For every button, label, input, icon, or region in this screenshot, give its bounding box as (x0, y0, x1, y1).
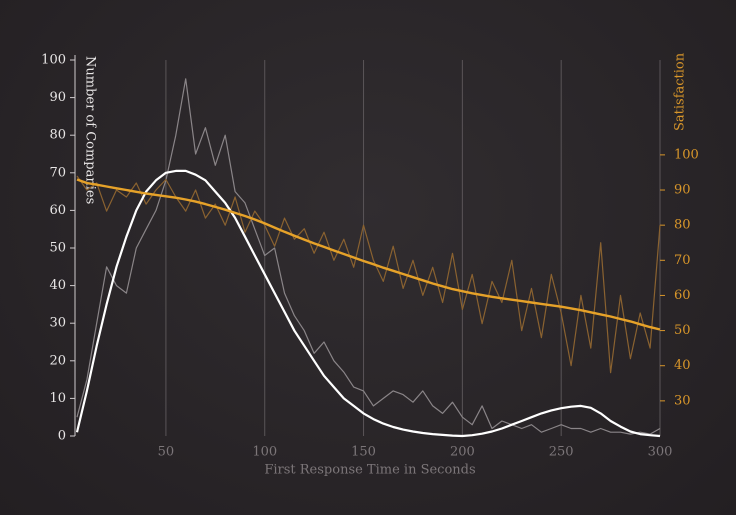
y-tick-label: 100 (41, 53, 66, 68)
x-tick-label: 300 (648, 445, 673, 460)
y-tick-label: 20 (49, 353, 66, 368)
x-tick-label: 250 (549, 445, 574, 460)
y2-tick-label: 100 (674, 147, 699, 162)
x-tick-label: 150 (351, 445, 376, 460)
x-tick-label: 50 (158, 445, 175, 460)
y-tick-label: 40 (49, 278, 66, 293)
y-tick-label: 60 (49, 203, 66, 218)
series-line (75, 169, 661, 438)
y-tick-label: 90 (49, 90, 66, 105)
y2-axis-label: Satisfaction (673, 52, 688, 131)
y2-tick-label: 70 (674, 253, 691, 268)
x-tick-label: 200 (450, 445, 475, 460)
y2-tick-label: 40 (674, 358, 691, 373)
y-tick-label: 30 (49, 316, 66, 331)
series-line (76, 78, 661, 435)
y-axis-label: Number of Companies (83, 56, 98, 204)
x-tick-label: 100 (252, 445, 277, 460)
y2-tick-label: 50 (674, 323, 691, 338)
y-tick-label: 10 (49, 391, 66, 406)
series-line (76, 178, 661, 331)
y2-tick-label: 30 (674, 393, 691, 408)
y-tick-label: 50 (49, 241, 66, 256)
y2-tick-label: 60 (674, 288, 691, 303)
y-tick-label: 80 (49, 128, 66, 143)
y-tick-label: 70 (49, 165, 66, 180)
series-line (76, 175, 661, 374)
y2-tick-label: 80 (674, 218, 691, 233)
y-tick-label: 0 (58, 429, 66, 444)
x-axis-label: First Response Time in Seconds (264, 463, 475, 478)
y2-tick-label: 90 (674, 183, 691, 198)
